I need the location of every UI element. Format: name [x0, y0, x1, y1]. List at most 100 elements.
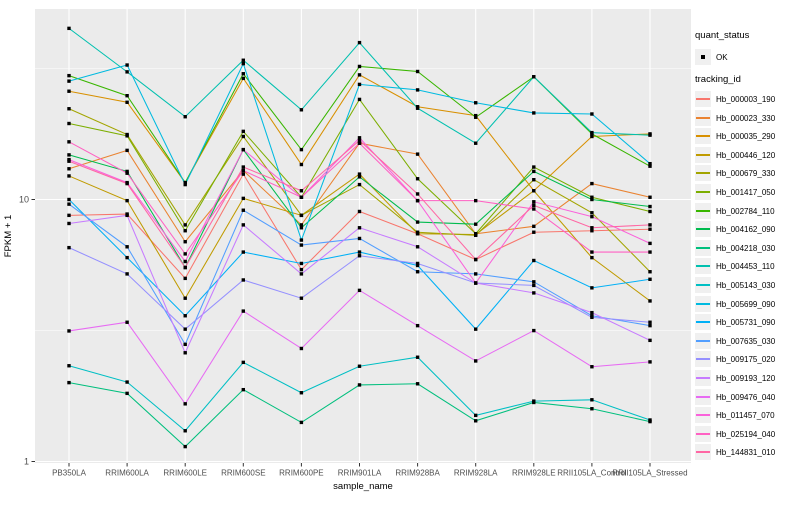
data-point [241, 168, 245, 173]
data-point [183, 342, 187, 347]
data-point [183, 327, 187, 331]
data-point [299, 213, 304, 218]
data-point [357, 254, 362, 258]
data-point [357, 141, 362, 145]
data-point [183, 314, 187, 318]
legend-item: Hb_005731_090 [695, 314, 800, 331]
data-point [532, 224, 536, 229]
data-point [67, 245, 71, 250]
legend-swatch [695, 239, 711, 256]
data-point [67, 89, 71, 93]
data-point [590, 250, 594, 254]
legend-line-icon [696, 191, 710, 193]
x-tick-label: RRIM600SE [221, 469, 265, 478]
legend-item: Hb_000023_330 [695, 109, 800, 126]
data-point [125, 391, 129, 396]
data-point [125, 100, 129, 104]
legend-item-ok: OK [695, 49, 795, 65]
data-point [532, 283, 536, 288]
legend-label: Hb_000003_190 [716, 95, 776, 104]
data-point [648, 250, 652, 254]
legend-swatch [695, 332, 711, 349]
legend-item: Hb_002784_110 [695, 202, 800, 219]
data-point [474, 115, 478, 119]
data-point [648, 320, 652, 324]
data-point [590, 365, 594, 369]
data-point [241, 172, 245, 176]
data-point [241, 134, 245, 139]
data-point [648, 241, 652, 246]
data-point [415, 230, 420, 234]
data-point [590, 211, 594, 215]
data-point [415, 177, 420, 181]
data-point [125, 63, 129, 67]
data-point [532, 200, 536, 204]
data-point [474, 413, 478, 418]
legend-label: Hb_009175_020 [716, 355, 776, 365]
legend-label: Hb_000023_330 [716, 113, 776, 123]
x-tick-label: RRII105LA_Control [557, 469, 627, 478]
data-point [67, 26, 71, 31]
data-point [648, 204, 652, 209]
data-point [648, 299, 652, 303]
data-point [357, 182, 362, 187]
legend-line-icon [696, 302, 710, 305]
legend-line-icon [696, 339, 710, 342]
data-point [67, 329, 71, 333]
x-tick-label: RRIM600PE [279, 469, 323, 478]
x-tick-label: RRIM600LE [163, 469, 207, 478]
data-point [648, 360, 652, 364]
data-point [474, 359, 478, 363]
data-point [590, 130, 594, 135]
data-point [125, 181, 129, 186]
x-tick-label: PB350LA [52, 469, 86, 478]
data-point [532, 399, 536, 403]
data-point [357, 175, 362, 179]
data-point [415, 382, 420, 386]
legend-item: Hb_011457_070 [695, 407, 800, 424]
legend-line-icon [696, 209, 710, 212]
x-tick-label: RRIM928LA [454, 469, 498, 478]
data-point [241, 208, 245, 212]
legend-swatch [695, 370, 711, 386]
data-point [183, 429, 187, 433]
data-point [241, 129, 245, 134]
data-point [474, 198, 478, 203]
data-point [648, 195, 652, 199]
data-point [67, 153, 71, 157]
data-point [532, 169, 536, 174]
y-tick-label: 1 [24, 457, 29, 467]
legend-item: Hb_025194_040 [695, 425, 800, 442]
data-point [532, 178, 536, 182]
data-point [299, 261, 304, 266]
legend-item: Hb_001417_050 [695, 184, 800, 200]
legend-label: Hb_004162_090 [716, 225, 776, 235]
data-point [415, 263, 420, 268]
data-point [299, 238, 304, 242]
legend-swatch [695, 109, 711, 126]
data-point [299, 272, 304, 276]
data-point [648, 223, 652, 227]
data-point [67, 197, 71, 202]
data-point [474, 327, 478, 331]
data-point [125, 320, 129, 324]
data-point [241, 196, 245, 201]
data-point [415, 261, 420, 266]
data-point [357, 82, 362, 87]
legend-label: Hb_007635_030 [716, 336, 776, 346]
data-point [532, 328, 536, 333]
data-point [415, 270, 420, 274]
data-point [590, 197, 594, 202]
data-point [357, 40, 362, 45]
legend-item: Hb_000679_330 [695, 165, 800, 182]
data-point [299, 162, 304, 167]
legend-line-icon [696, 98, 710, 100]
data-point [183, 252, 187, 256]
data-point [299, 189, 304, 193]
legend-swatch [695, 277, 711, 293]
data-point [415, 88, 420, 92]
data-point [241, 76, 245, 81]
data-point [590, 195, 594, 199]
data-point [67, 174, 71, 178]
